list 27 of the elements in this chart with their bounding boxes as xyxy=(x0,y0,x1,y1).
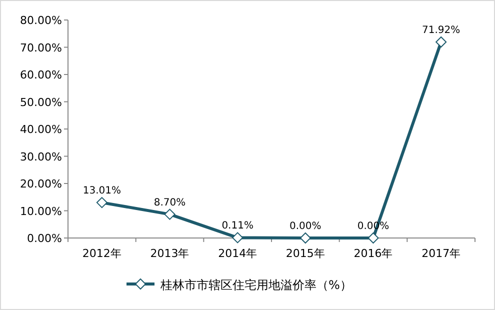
data-label: 71.92% xyxy=(422,25,460,36)
data-label: 0.00% xyxy=(290,221,322,232)
x-tick-label: 2017年 xyxy=(422,247,461,260)
point xyxy=(164,208,176,220)
y-tick-label: 60.00% xyxy=(20,68,62,82)
y-tick-label: 40.00% xyxy=(20,123,62,136)
x-tick-label: 2016年 xyxy=(354,247,393,260)
data-label: 13.01% xyxy=(82,186,121,197)
y-tick-label: 20.00% xyxy=(20,178,62,190)
x-tick-label: 2013年 xyxy=(150,247,190,260)
point xyxy=(96,197,108,208)
y-tick-label: 50.00% xyxy=(20,96,62,109)
data-label: 0.11% xyxy=(222,220,254,232)
x-tick-label: 2014年 xyxy=(218,247,258,260)
point xyxy=(300,232,311,244)
x-tick-label: 2015年 xyxy=(286,247,325,260)
y-tick-label: 10.00% xyxy=(20,204,62,218)
y-tick-label: 80.00% xyxy=(20,14,62,27)
x-tick-label: 2012年 xyxy=(82,247,122,260)
y-tick-label: 0.00% xyxy=(27,232,62,245)
y-tick-label: 70.00% xyxy=(20,41,62,54)
y-tick-label: 30.00% xyxy=(20,150,62,164)
legend-label: 桂林市市辖区住宅用地溢价率（%） xyxy=(160,278,352,292)
point xyxy=(368,232,379,244)
point xyxy=(232,232,244,244)
data-label: 8.70% xyxy=(154,197,186,208)
point xyxy=(436,36,447,48)
